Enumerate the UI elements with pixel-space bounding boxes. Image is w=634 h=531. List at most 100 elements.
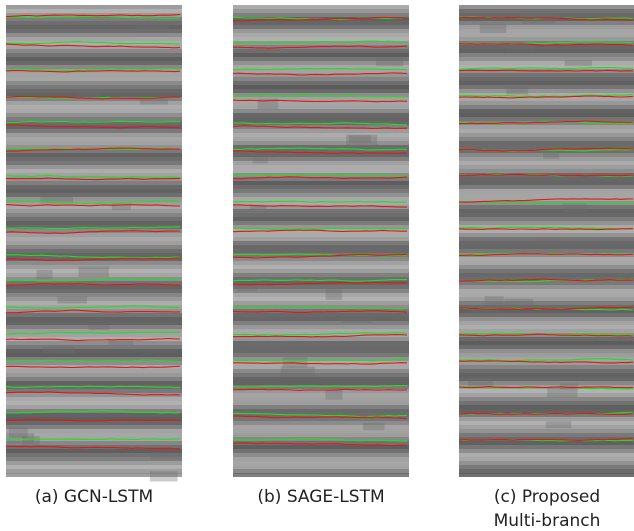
red-boundary xyxy=(458,412,634,416)
texture-band xyxy=(459,241,634,245)
texture-band xyxy=(459,237,634,241)
green-boundary xyxy=(5,226,181,230)
green-boundary xyxy=(458,66,634,70)
texture-band xyxy=(459,389,634,393)
texture-band xyxy=(459,465,634,469)
texture-band xyxy=(233,309,409,313)
texture-spot xyxy=(111,203,131,211)
texture-band xyxy=(6,113,182,117)
texture-band xyxy=(233,365,409,369)
green-boundary xyxy=(232,358,408,362)
texture-band xyxy=(233,249,409,253)
texture-band xyxy=(459,21,634,25)
texture-band xyxy=(233,385,409,389)
texture-spot xyxy=(150,452,182,461)
texture-spot xyxy=(42,346,75,354)
texture-band xyxy=(6,189,182,193)
green-boundary xyxy=(232,94,408,98)
texture-band xyxy=(459,153,634,157)
texture-band xyxy=(459,53,634,57)
texture-band xyxy=(459,449,634,453)
texture-band xyxy=(233,81,409,85)
texture-band xyxy=(233,297,409,301)
texture-band xyxy=(233,317,409,321)
texture-spot xyxy=(346,134,378,146)
texture-band xyxy=(459,377,634,381)
texture-band xyxy=(6,193,182,197)
texture-band xyxy=(459,261,634,265)
texture-spot xyxy=(78,266,110,278)
panel-caption: (c) Proposed xyxy=(494,487,600,507)
panel-a xyxy=(5,5,182,482)
texture-band xyxy=(6,253,182,257)
texture-band xyxy=(233,209,409,213)
green-boundary xyxy=(232,278,407,282)
red-boundary xyxy=(232,229,407,233)
texture-band xyxy=(233,197,409,201)
texture-band xyxy=(459,205,634,209)
texture-band xyxy=(6,9,182,13)
texture-band xyxy=(6,153,182,157)
red-boundary xyxy=(458,306,634,310)
texture-band xyxy=(233,93,409,97)
texture-band xyxy=(6,405,182,409)
texture-band xyxy=(233,65,409,69)
texture-band xyxy=(233,193,409,197)
texture-band xyxy=(459,57,634,61)
texture-spot xyxy=(545,421,572,429)
texture-band xyxy=(6,177,182,181)
texture-band xyxy=(6,289,182,293)
texture-band xyxy=(459,433,634,437)
texture-band xyxy=(233,313,409,317)
green-boundary xyxy=(233,122,408,126)
texture-band xyxy=(6,105,182,109)
texture-spot xyxy=(363,422,385,431)
texture-band xyxy=(459,405,634,409)
panel-c xyxy=(458,5,634,477)
texture-spot xyxy=(22,436,40,446)
texture-band xyxy=(459,313,634,317)
texture-band xyxy=(6,293,182,297)
texture-band xyxy=(6,381,182,385)
texture-band xyxy=(233,117,409,121)
texture-band xyxy=(459,45,634,49)
texture-spot xyxy=(257,98,279,110)
texture-band xyxy=(459,145,634,149)
texture-band xyxy=(233,273,409,277)
texture-band xyxy=(6,65,182,69)
texture-band xyxy=(233,389,409,393)
texture-band xyxy=(459,245,634,249)
texture-band xyxy=(459,193,634,197)
green-boundary xyxy=(5,385,181,389)
texture-band xyxy=(6,433,182,437)
red-boundary xyxy=(458,16,634,21)
texture-band xyxy=(459,65,634,69)
texture-band xyxy=(459,77,634,81)
texture-band xyxy=(233,41,409,45)
texture-band xyxy=(233,113,409,117)
texture-band xyxy=(233,409,409,413)
texture-band xyxy=(6,93,182,97)
texture-band xyxy=(6,277,182,281)
texture-band xyxy=(459,177,634,181)
texture-band xyxy=(459,461,634,465)
texture-band xyxy=(233,49,409,53)
texture-band xyxy=(233,109,409,113)
red-boundary xyxy=(458,253,634,257)
texture-band xyxy=(459,409,634,413)
texture-band xyxy=(459,417,634,421)
texture-band xyxy=(459,185,634,189)
texture-band xyxy=(6,13,182,17)
red-boundary xyxy=(5,365,181,369)
texture-band xyxy=(233,457,409,461)
texture-band xyxy=(459,133,634,137)
red-boundary xyxy=(232,176,408,180)
texture-band xyxy=(459,137,634,141)
texture-band xyxy=(459,453,634,457)
texture-band xyxy=(6,145,182,149)
texture-band xyxy=(233,421,409,425)
texture-spot xyxy=(325,389,343,400)
texture-band xyxy=(459,265,634,269)
texture-band xyxy=(459,337,634,341)
texture-band xyxy=(233,441,409,445)
